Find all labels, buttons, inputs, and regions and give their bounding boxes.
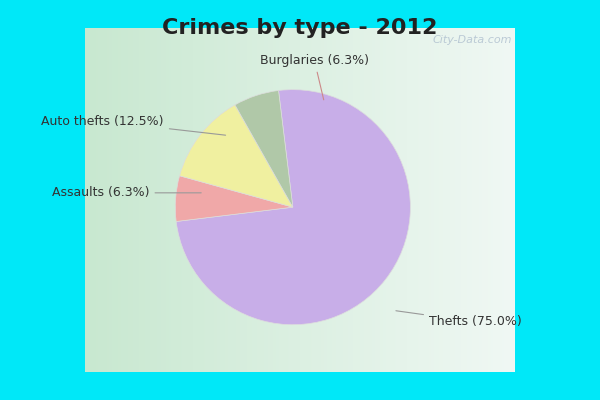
Text: Assaults (6.3%): Assaults (6.3%) (52, 186, 201, 199)
Wedge shape (235, 90, 293, 207)
Text: Auto thefts (12.5%): Auto thefts (12.5%) (41, 115, 226, 135)
Wedge shape (175, 176, 293, 222)
Text: City-Data.com: City-Data.com (433, 35, 512, 45)
Wedge shape (179, 105, 293, 207)
Wedge shape (176, 90, 410, 325)
Text: Crimes by type - 2012: Crimes by type - 2012 (163, 18, 437, 38)
Text: Thefts (75.0%): Thefts (75.0%) (396, 311, 522, 328)
Text: Burglaries (6.3%): Burglaries (6.3%) (260, 54, 369, 100)
